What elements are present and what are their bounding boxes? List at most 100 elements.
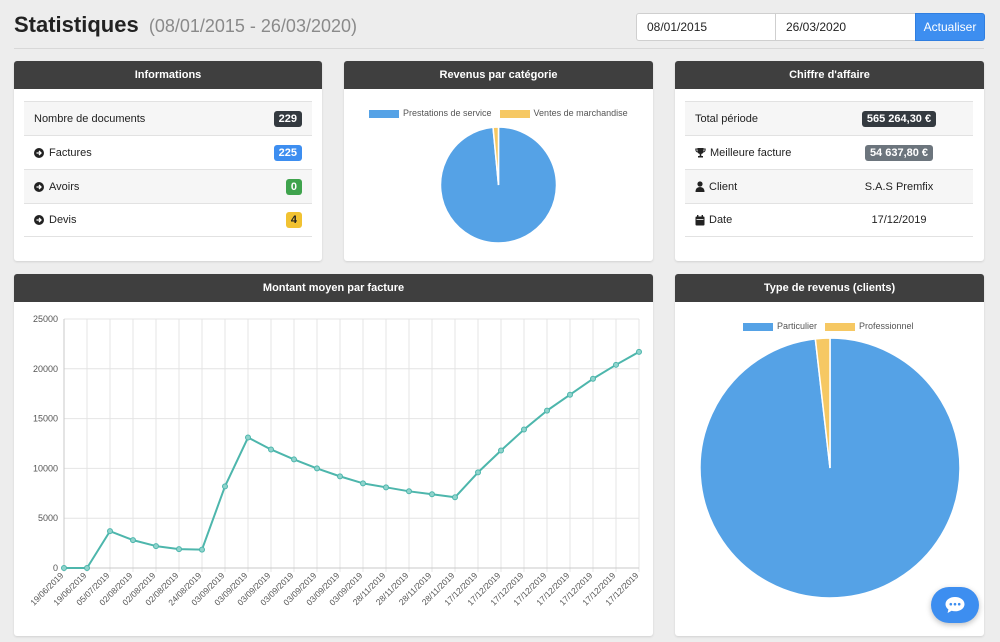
ca-row-best: Meilleure facture 54 637,80 € [685, 135, 973, 169]
best-value-badge: 54 637,80 € [864, 144, 934, 161]
info-row-devis[interactable]: Devis 4 [24, 203, 312, 237]
ca-row-total: Total période 565 264,30 € [685, 101, 973, 135]
legend-swatch [825, 322, 856, 331]
period-range: (08/01/2015 - 26/03/2020) [148, 16, 357, 36]
trophy-icon [695, 148, 706, 158]
pie-slice-ventes-de-marchandise[interactable] [492, 126, 500, 186]
data-point[interactable] [452, 494, 458, 501]
data-point[interactable] [406, 488, 412, 495]
date-value: 17/12/2019 [871, 214, 927, 226]
data-point[interactable] [521, 426, 527, 433]
data-point[interactable] [61, 565, 67, 571]
data-point[interactable] [360, 480, 366, 487]
legend-swatch [369, 109, 399, 118]
informations-title: Informations [14, 61, 322, 89]
info-row-label: Devis [49, 214, 77, 226]
page-header: Statistiques (08/01/2015 - 26/03/2020) A… [0, 0, 1000, 50]
data-point[interactable] [337, 473, 343, 480]
legend-item[interactable]: Particulier [743, 321, 817, 331]
chiffre-affaire-table: Total période 565 264,30 € Meilleure fac… [685, 101, 973, 237]
refresh-button[interactable]: Actualiser [915, 13, 985, 41]
informations-table: Nombre de documents 229 Factures 225 Avo… [24, 101, 312, 237]
chat-bubble-icon [945, 597, 965, 613]
data-point[interactable] [567, 391, 573, 398]
legend-item[interactable]: Ventes de marchandise [499, 108, 628, 118]
legend-label: Ventes de marchandise [533, 108, 628, 118]
data-point[interactable] [429, 491, 435, 498]
y-tick-label: 5000 [38, 513, 58, 523]
pie-slice-professionnel[interactable] [814, 337, 831, 469]
legend-item[interactable]: Professionnel [825, 321, 914, 331]
data-point[interactable] [590, 375, 596, 382]
revenus-categorie-card: Revenus par catégorie Prestations de ser… [344, 61, 653, 261]
data-point[interactable] [84, 565, 90, 571]
series-line [64, 350, 640, 569]
chiffre-affaire-card: Chiffre d'affaire Total période 565 264,… [675, 61, 984, 261]
client-value: S.A.S Premfix [864, 180, 934, 193]
category-legend: Prestations de service Ventes de marchan… [369, 108, 628, 118]
data-point[interactable] [314, 465, 320, 472]
y-tick-label: 25000 [33, 314, 58, 324]
circle-arrow-right-icon [34, 215, 44, 225]
best-label: Meilleure facture [710, 146, 792, 159]
type-revenus-card: Type de revenus (clients) Particulier Pr… [675, 274, 984, 636]
data-point[interactable] [222, 483, 228, 490]
legend-swatch [743, 322, 773, 331]
legend-label: Prestations de service [403, 108, 492, 118]
legend-item[interactable]: Prestations de service [369, 108, 492, 118]
header-divider [14, 48, 984, 49]
circle-arrow-right-icon [34, 147, 44, 158]
data-point[interactable] [130, 537, 136, 544]
legend-label: Professionnel [859, 321, 914, 331]
avoirs-count-badge: 0 [285, 178, 302, 195]
data-point[interactable] [636, 348, 642, 355]
data-point[interactable] [199, 546, 205, 553]
data-point[interactable] [291, 456, 297, 463]
total-label: Total période [695, 112, 758, 125]
chat-button[interactable] [931, 587, 979, 623]
total-value-badge: 565 264,30 € [861, 110, 937, 127]
y-tick-label: 0 [53, 563, 58, 573]
calendar-icon [695, 214, 705, 225]
circle-arrow-right-icon [34, 181, 44, 192]
legend-label: Particulier [777, 321, 818, 331]
date-label: Date [709, 214, 733, 226]
client-label: Client [709, 180, 738, 193]
client-type-legend: Particulier Professionnel [743, 321, 914, 331]
data-point[interactable] [268, 446, 274, 453]
ca-row-date: Date 17/12/2019 [685, 203, 973, 237]
legend-swatch [499, 109, 530, 118]
info-row-label: Avoirs [49, 180, 80, 193]
ca-row-client: Client S.A.S Premfix [685, 169, 973, 203]
client-type-pie-chart [699, 337, 961, 599]
info-row-documents: Nombre de documents 229 [24, 101, 312, 135]
y-tick-label: 15000 [33, 414, 58, 424]
info-row-label: Factures [49, 146, 92, 159]
user-icon [695, 181, 705, 192]
data-point[interactable] [176, 546, 182, 553]
data-point[interactable] [613, 361, 619, 368]
category-pie-chart [439, 126, 558, 244]
documents-count-badge: 229 [273, 110, 302, 127]
data-point[interactable] [245, 434, 251, 441]
info-row-factures[interactable]: Factures 225 [24, 135, 312, 169]
factures-count-badge: 225 [273, 144, 302, 161]
info-row-avoirs[interactable]: Avoirs 0 [24, 169, 312, 203]
data-point[interactable] [498, 447, 504, 454]
type-revenus-title: Type de revenus (clients) [675, 274, 984, 302]
revenus-categorie-title: Revenus par catégorie [344, 61, 653, 89]
montant-moyen-card: Montant moyen par facture 0 5000 10000 1500… [14, 274, 653, 636]
data-point[interactable] [383, 484, 389, 491]
data-point[interactable] [153, 543, 159, 550]
informations-card: Informations Nombre de documents 229 Fac… [14, 61, 322, 261]
date-from-input[interactable] [636, 13, 776, 41]
devis-count-badge: 4 [285, 212, 302, 228]
data-point[interactable] [544, 407, 550, 414]
info-row-label: Nombre de documents [34, 112, 146, 125]
data-point[interactable] [475, 469, 481, 476]
page-title-text: Statistiques [14, 12, 139, 37]
y-tick-label: 20000 [33, 364, 58, 374]
data-point[interactable] [107, 528, 113, 535]
average-amount-line-chart: 050001000015000200002500019/06/201919/06… [28, 314, 642, 607]
date-to-input[interactable] [775, 13, 916, 41]
